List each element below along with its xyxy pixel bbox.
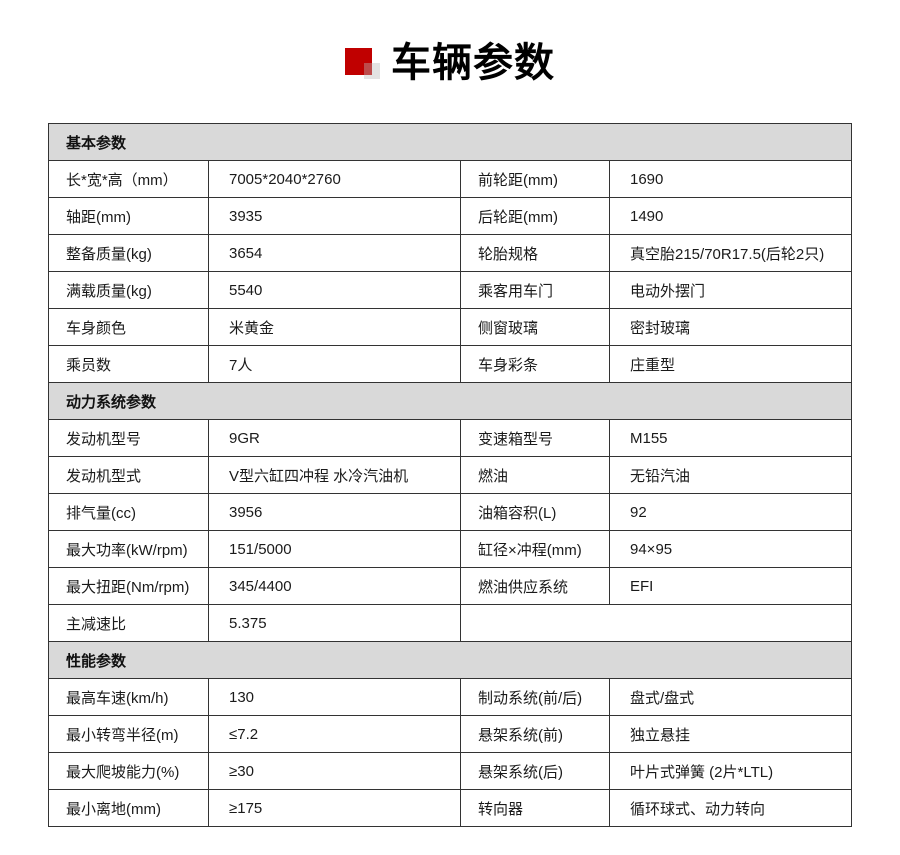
param-label-cell: 主减速比 <box>48 604 209 642</box>
table-row: 主减速比 5.375 <box>48 604 853 642</box>
param-value-cell: 94×95 <box>608 530 853 568</box>
param-label-cell: 前轮距(mm) <box>460 160 610 198</box>
param-value-cell: 电动外摆门 <box>608 271 853 309</box>
param-label-cell: 车身颜色 <box>48 308 209 346</box>
param-label-cell: 悬架系统(前) <box>460 715 610 753</box>
param-value-cell: 3654 <box>208 234 461 272</box>
param-value-cell: 循环球式、动力转向 <box>608 789 853 827</box>
section-row-performance: 性能参数 <box>47 641 853 679</box>
table-row: 满载质量(kg) 5540 乘客用车门 电动外摆门 <box>48 271 853 309</box>
param-value-cell: 92 <box>608 493 853 531</box>
red-square-icon <box>345 48 383 82</box>
param-value-cell: EFI <box>608 567 853 605</box>
section-header-cell: 动力系统参数 <box>47 382 853 420</box>
param-value-cell: 1690 <box>608 160 853 198</box>
section-row-basic: 基本参数 <box>47 123 853 161</box>
param-empty-cell <box>459 604 853 642</box>
param-label-cell: 侧窗玻璃 <box>460 308 610 346</box>
param-value-cell: ≥30 <box>208 752 461 790</box>
table-row: 乘员数 7人 车身彩条 庄重型 <box>48 345 853 383</box>
param-label-cell: 变速箱型号 <box>460 419 610 457</box>
param-value-cell: M155 <box>608 419 853 457</box>
param-value-cell: ≥175 <box>208 789 461 827</box>
table-row: 发动机型号 9GR 变速箱型号 M155 <box>48 419 853 457</box>
param-label-cell: 转向器 <box>460 789 610 827</box>
param-label-cell: 长*宽*高（mm） <box>48 160 209 198</box>
param-label-cell: 最高车速(km/h) <box>48 678 209 716</box>
table-row: 最高车速(km/h) 130 制动系统(前/后) 盘式/盘式 <box>48 678 853 716</box>
table-row: 长*宽*高（mm） 7005*2040*2760 前轮距(mm) 1690 <box>48 160 853 198</box>
param-value-cell: 3935 <box>208 197 461 235</box>
param-value-cell: 9GR <box>208 419 461 457</box>
vehicle-parameters-table: 基本参数 长*宽*高（mm） 7005*2040*2760 前轮距(mm) 16… <box>47 123 853 827</box>
param-value-cell: 7005*2040*2760 <box>208 160 461 198</box>
red-square-icon-shadow <box>364 63 380 79</box>
param-value-cell: 米黄金 <box>208 308 461 346</box>
param-value-cell: 5.375 <box>208 604 461 642</box>
param-label-cell: 油箱容积(L) <box>460 493 610 531</box>
param-value-cell: 130 <box>208 678 461 716</box>
param-label-cell: 整备质量(kg) <box>48 234 209 272</box>
section-header-cell: 性能参数 <box>47 641 853 679</box>
param-value-cell: 5540 <box>208 271 461 309</box>
param-value-cell: 3956 <box>208 493 461 531</box>
param-label-cell: 最小转弯半径(m) <box>48 715 209 753</box>
param-value-cell: 盘式/盘式 <box>608 678 853 716</box>
param-value-cell: 345/4400 <box>208 567 461 605</box>
section-row-powertrain: 动力系统参数 <box>47 382 853 420</box>
table-row: 发动机型式 V型六缸四冲程 水冷汽油机 燃油 无铅汽油 <box>48 456 853 494</box>
section-header-cell: 基本参数 <box>47 123 853 161</box>
param-label-cell: 最大爬坡能力(%) <box>48 752 209 790</box>
param-value-cell: V型六缸四冲程 水冷汽油机 <box>208 456 461 494</box>
param-value-cell: 1490 <box>608 197 853 235</box>
param-label-cell: 燃油供应系统 <box>460 567 610 605</box>
param-label-cell: 缸径×冲程(mm) <box>460 530 610 568</box>
page-title-block: 车辆参数 <box>0 0 900 86</box>
param-label-cell: 满载质量(kg) <box>48 271 209 309</box>
param-label-cell: 车身彩条 <box>460 345 610 383</box>
param-value-cell: 7人 <box>208 345 461 383</box>
table-row: 车身颜色 米黄金 侧窗玻璃 密封玻璃 <box>48 308 853 346</box>
param-value-cell: 密封玻璃 <box>608 308 853 346</box>
table-row: 最大扭距(Nm/rpm) 345/4400 燃油供应系统 EFI <box>48 567 853 605</box>
table-row: 最大爬坡能力(%) ≥30 悬架系统(后) 叶片式弹簧 (2片*LTL) <box>48 752 853 790</box>
table-row: 轴距(mm) 3935 后轮距(mm) 1490 <box>48 197 853 235</box>
param-label-cell: 排气量(cc) <box>48 493 209 531</box>
param-label-cell: 轴距(mm) <box>48 197 209 235</box>
param-label-cell: 悬架系统(后) <box>460 752 610 790</box>
param-label-cell: 轮胎规格 <box>460 234 610 272</box>
param-label-cell: 制动系统(前/后) <box>460 678 610 716</box>
table-row: 最小转弯半径(m) ≤7.2 悬架系统(前) 独立悬挂 <box>48 715 853 753</box>
param-value-cell: ≤7.2 <box>208 715 461 753</box>
param-label-cell: 最大扭距(Nm/rpm) <box>48 567 209 605</box>
param-label-cell: 发动机型式 <box>48 456 209 494</box>
param-value-cell: 真空胎215/70R17.5(后轮2只) <box>608 234 853 272</box>
table-row: 最小离地(mm) ≥175 转向器 循环球式、动力转向 <box>48 789 853 827</box>
param-label-cell: 乘客用车门 <box>460 271 610 309</box>
param-value-cell: 独立悬挂 <box>608 715 853 753</box>
red-square-icon-main <box>345 48 372 75</box>
param-value-cell: 叶片式弹簧 (2片*LTL) <box>608 752 853 790</box>
param-label-cell: 发动机型号 <box>48 419 209 457</box>
param-label-cell: 后轮距(mm) <box>460 197 610 235</box>
page-title: 车辆参数 <box>391 41 555 85</box>
table-row: 排气量(cc) 3956 油箱容积(L) 92 <box>48 493 853 531</box>
param-value-cell: 151/5000 <box>208 530 461 568</box>
param-label-cell: 乘员数 <box>48 345 209 383</box>
param-value-cell: 无铅汽油 <box>608 456 853 494</box>
param-label-cell: 最大功率(kW/rpm) <box>48 530 209 568</box>
table-row: 最大功率(kW/rpm) 151/5000 缸径×冲程(mm) 94×95 <box>48 530 853 568</box>
param-label-cell: 燃油 <box>460 456 610 494</box>
table-row: 整备质量(kg) 3654 轮胎规格 真空胎215/70R17.5(后轮2只) <box>48 234 853 272</box>
param-value-cell: 庄重型 <box>608 345 853 383</box>
param-label-cell: 最小离地(mm) <box>48 789 209 827</box>
